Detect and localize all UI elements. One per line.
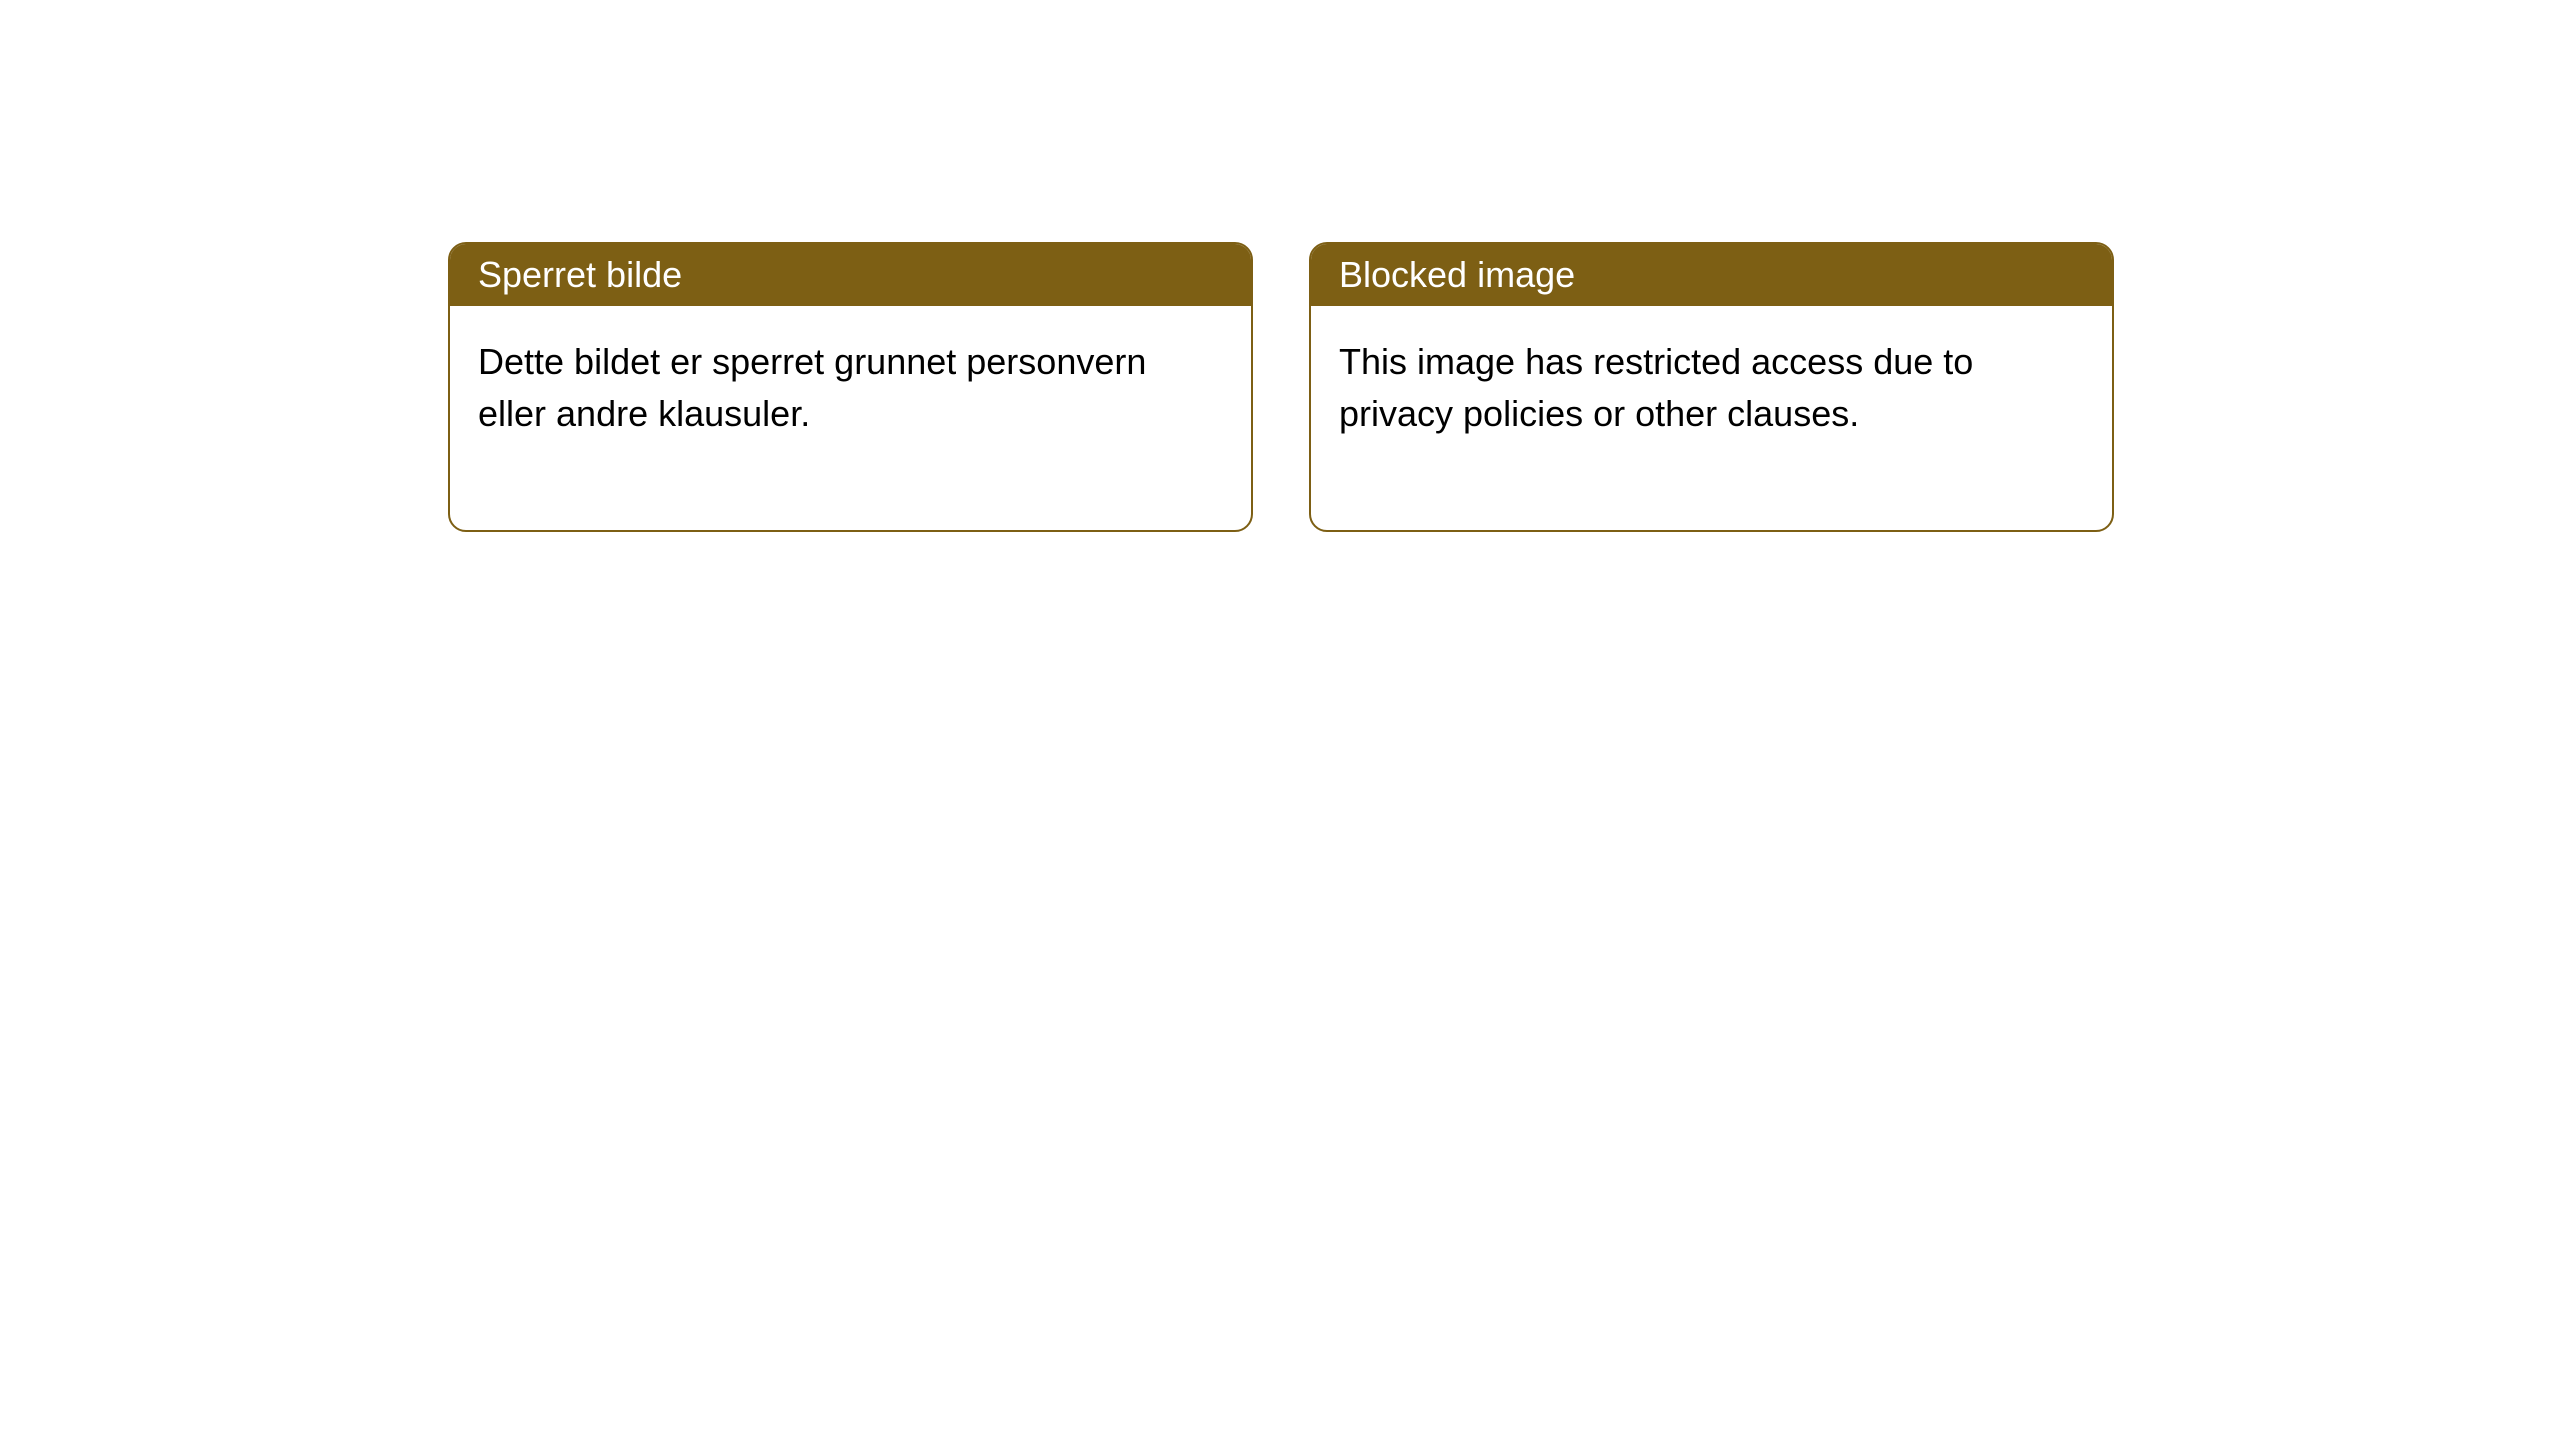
card-english: Blocked image This image has restricted … [1309, 242, 2114, 532]
card-title: Blocked image [1339, 254, 1575, 295]
card-body-english: This image has restricted access due to … [1311, 306, 2112, 530]
card-norwegian: Sperret bilde Dette bildet er sperret gr… [448, 242, 1253, 532]
card-header-norwegian: Sperret bilde [450, 244, 1251, 306]
card-title: Sperret bilde [478, 254, 682, 295]
cards-container: Sperret bilde Dette bildet er sperret gr… [0, 0, 2560, 532]
card-body-norwegian: Dette bildet er sperret grunnet personve… [450, 306, 1251, 530]
card-body-text: This image has restricted access due to … [1339, 341, 1973, 434]
card-header-english: Blocked image [1311, 244, 2112, 306]
card-body-text: Dette bildet er sperret grunnet personve… [478, 341, 1146, 434]
